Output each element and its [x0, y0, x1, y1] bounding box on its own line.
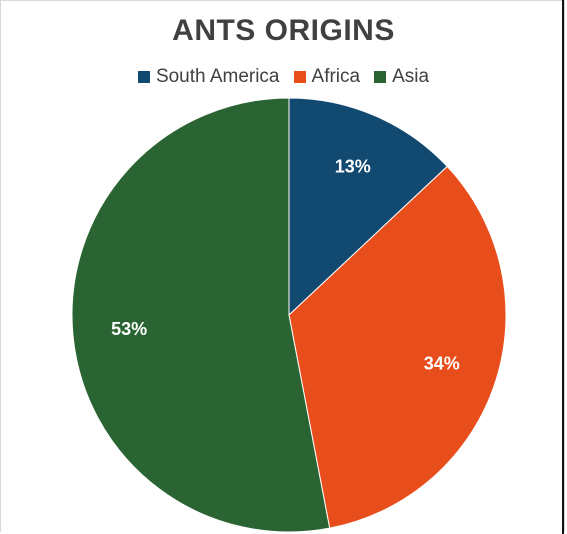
- data-label-south-america: 13%: [335, 156, 371, 176]
- chart-legend: South America Africa Asia: [0, 66, 567, 88]
- data-label-asia: 53%: [111, 319, 147, 339]
- legend-item-asia: Asia: [374, 66, 429, 88]
- data-label-africa: 34%: [424, 353, 460, 373]
- pie-slice-south-america: [288, 97, 448, 317]
- legend-swatch-asia: [374, 71, 387, 83]
- legend-swatch-south-america: [137, 71, 150, 83]
- chart-title: ANTS ORIGINS: [172, 14, 395, 47]
- legend-label-south-america: South America: [155, 66, 280, 87]
- pie-slice-asia: [71, 97, 331, 533]
- legend-item-south-america: South America: [137, 66, 280, 88]
- pie-slice-africa: [288, 165, 507, 529]
- legend-label-asia: Asia: [392, 66, 430, 87]
- legend-item-africa: Africa: [293, 66, 361, 88]
- legend-swatch-africa: [293, 71, 306, 83]
- window-edge: [562, 0, 564, 534]
- legend-label-africa: Africa: [311, 66, 361, 87]
